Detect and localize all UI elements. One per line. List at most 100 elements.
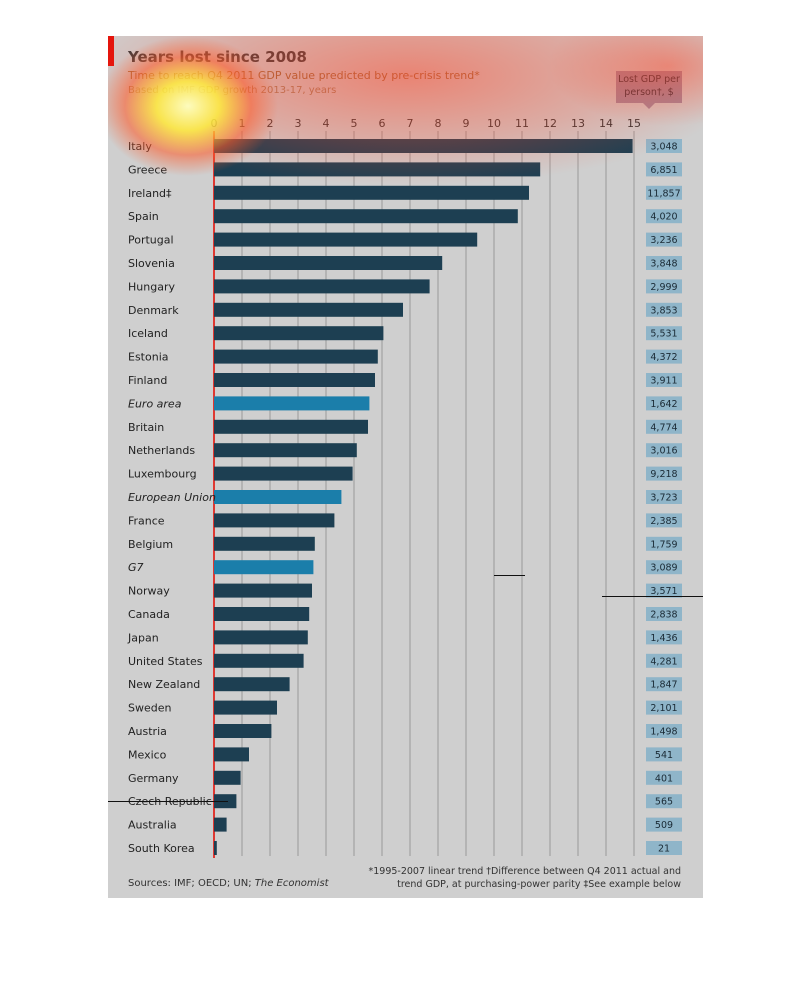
value-box: [646, 536, 682, 551]
value-box: [646, 466, 682, 481]
value-box: [646, 419, 682, 434]
category-label: Sweden: [128, 702, 171, 715]
x-tick-label: 8: [435, 117, 442, 130]
bar: [214, 841, 217, 855]
category-label: Australia: [128, 819, 177, 832]
value-box: [646, 770, 682, 785]
bar: [214, 396, 370, 411]
data-label: 2,385: [650, 516, 677, 527]
bar: [214, 770, 241, 785]
data-label: 2,999: [650, 282, 677, 293]
bar: [214, 747, 249, 762]
bar: [214, 419, 368, 434]
category-label: New Zealand: [128, 678, 200, 691]
bar: [214, 279, 430, 294]
x-tick-label: 13: [571, 117, 585, 130]
category-label: Italy: [128, 140, 152, 153]
value-box: [646, 349, 682, 364]
x-tick-label: 10: [487, 117, 501, 130]
value-box: [646, 607, 682, 621]
value-box: [646, 724, 682, 738]
value-box: [646, 560, 682, 575]
stray-mark-3: [108, 801, 228, 802]
data-label: 1,759: [650, 539, 677, 550]
data-label: 4,372: [650, 352, 677, 363]
data-label: 6,851: [650, 165, 677, 176]
x-tick-label: 7: [407, 117, 414, 130]
category-label: Luxembourg: [128, 468, 197, 481]
data-label: 3,571: [650, 586, 677, 597]
category-label: European Union: [128, 491, 216, 504]
category-label: France: [128, 514, 165, 527]
bar: [214, 466, 353, 481]
bar: [214, 607, 310, 621]
category-label: G7: [128, 561, 144, 574]
sources-note: Sources: IMF; OECD; UN; The Economist: [128, 878, 329, 889]
data-label: 9,218: [650, 469, 677, 480]
x-tick-label: 11: [515, 117, 529, 130]
bar: [214, 139, 633, 153]
value-box: [646, 443, 682, 458]
category-label: Spain: [128, 210, 159, 223]
bar: [214, 302, 403, 317]
data-label: 4,281: [650, 656, 677, 667]
value-box: [646, 373, 682, 387]
data-label: 3,911: [650, 376, 677, 387]
category-label: Belgium: [128, 538, 173, 551]
data-label: 11,857: [647, 188, 680, 199]
data-label: 4,020: [650, 212, 677, 223]
bar: [214, 232, 478, 247]
bar: [214, 162, 541, 177]
footnote-line-2: trend GDP, at purchasing-power parity ‡S…: [397, 879, 681, 890]
category-label: Euro area: [128, 397, 182, 410]
x-tick-label: 9: [463, 117, 470, 130]
value-box: [646, 747, 682, 762]
bar: [214, 817, 227, 832]
footnote-line-1: *1995-2007 linear trend †Difference betw…: [368, 866, 681, 877]
bar: [214, 536, 315, 551]
category-label: Japan: [127, 631, 159, 644]
value-box: [646, 677, 682, 692]
data-label: 541: [655, 750, 673, 761]
data-label: 1,847: [650, 680, 677, 691]
x-tick-label: 0: [211, 117, 218, 130]
category-label: Slovenia: [128, 257, 175, 270]
x-tick-label: 3: [295, 117, 302, 130]
bar: [214, 700, 277, 715]
data-label: 1,498: [650, 727, 677, 738]
bar: [214, 209, 518, 224]
category-label: Britain: [128, 421, 164, 434]
category-label: Denmark: [128, 304, 179, 317]
data-label: 3,016: [650, 446, 677, 457]
category-label: Canada: [128, 608, 170, 621]
category-label: Iceland: [128, 327, 168, 340]
data-label: 2,838: [650, 610, 677, 621]
value-box: [646, 513, 682, 528]
value-box: [646, 302, 682, 317]
bar: [214, 513, 335, 528]
category-label: Finland: [128, 374, 167, 387]
value-box: [646, 583, 682, 598]
category-label: United States: [128, 655, 203, 668]
stray-mark-2: [602, 596, 703, 597]
data-label: 565: [655, 797, 673, 808]
bar: [214, 326, 384, 341]
data-label: 21: [658, 844, 670, 855]
sources-publication: The Economist: [254, 878, 329, 889]
bar: [214, 443, 357, 458]
value-box: [646, 841, 682, 855]
bar: [214, 373, 375, 387]
value-box: [646, 817, 682, 832]
category-label: Austria: [128, 725, 167, 738]
bar: [214, 583, 312, 598]
category-label: Germany: [128, 772, 179, 785]
bar: [214, 677, 290, 692]
x-tick-label: 6: [379, 117, 386, 130]
category-label: Greece: [128, 163, 167, 176]
stray-mark-1: [494, 575, 525, 576]
bar: [214, 653, 304, 668]
data-label: 3,236: [650, 235, 677, 246]
x-tick-label: 14: [599, 117, 613, 130]
category-label: Netherlands: [128, 444, 195, 457]
x-tick-label: 4: [323, 117, 330, 130]
